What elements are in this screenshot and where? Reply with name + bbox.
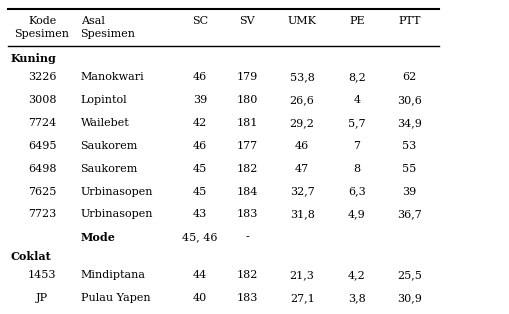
Text: Saukorem: Saukorem <box>80 164 138 174</box>
Text: 30,6: 30,6 <box>396 95 421 105</box>
Text: 46: 46 <box>193 72 207 82</box>
Text: 184: 184 <box>236 187 258 197</box>
Text: Coklat: Coklat <box>10 251 51 262</box>
Text: 4: 4 <box>353 95 360 105</box>
Text: 181: 181 <box>236 118 258 128</box>
Text: 3226: 3226 <box>28 72 56 82</box>
Text: 3,8: 3,8 <box>348 293 365 303</box>
Text: 6495: 6495 <box>28 141 56 151</box>
Text: 3008: 3008 <box>28 95 56 105</box>
Text: 30,9: 30,9 <box>396 293 421 303</box>
Text: 36,7: 36,7 <box>396 209 421 219</box>
Text: 47: 47 <box>295 164 308 174</box>
Text: 44: 44 <box>193 270 207 280</box>
Text: Urbinasopen: Urbinasopen <box>80 209 153 219</box>
Text: 183: 183 <box>236 209 258 219</box>
Text: 6,3: 6,3 <box>348 187 365 197</box>
Text: PTT: PTT <box>397 16 420 26</box>
Text: 7: 7 <box>353 141 360 151</box>
Text: 179: 179 <box>236 72 258 82</box>
Text: 177: 177 <box>236 141 258 151</box>
Text: PE: PE <box>349 16 364 26</box>
Text: 27,1: 27,1 <box>289 293 314 303</box>
Text: Pulau Yapen: Pulau Yapen <box>80 293 150 303</box>
Text: Wailebet: Wailebet <box>80 118 129 128</box>
Text: 4,9: 4,9 <box>348 209 365 219</box>
Text: 45: 45 <box>193 187 207 197</box>
Text: Spesimen: Spesimen <box>15 29 69 39</box>
Text: 53: 53 <box>402 141 415 151</box>
Text: 5,7: 5,7 <box>348 118 365 128</box>
Text: 31,8: 31,8 <box>289 209 314 219</box>
Text: Mindiptana: Mindiptana <box>80 270 145 280</box>
Text: 45: 45 <box>193 164 207 174</box>
Text: 55: 55 <box>402 164 415 174</box>
Text: Kode: Kode <box>28 16 56 26</box>
Text: 7723: 7723 <box>28 209 56 219</box>
Text: 45, 46: 45, 46 <box>182 232 217 242</box>
Text: 183: 183 <box>236 293 258 303</box>
Text: Urbinasopen: Urbinasopen <box>80 187 153 197</box>
Text: 7724: 7724 <box>28 118 56 128</box>
Text: 4,2: 4,2 <box>348 270 365 280</box>
Text: 39: 39 <box>193 95 207 105</box>
Text: 182: 182 <box>236 164 258 174</box>
Text: 25,5: 25,5 <box>396 270 421 280</box>
Text: Kuning: Kuning <box>10 53 56 64</box>
Text: 1453: 1453 <box>28 270 56 280</box>
Text: Mode: Mode <box>80 232 115 243</box>
Text: JP: JP <box>36 293 48 303</box>
Text: SV: SV <box>239 16 254 26</box>
Text: 39: 39 <box>402 187 415 197</box>
Text: Saukorem: Saukorem <box>80 141 138 151</box>
Text: Spesimen: Spesimen <box>80 29 135 39</box>
Text: 29,2: 29,2 <box>289 118 314 128</box>
Text: 180: 180 <box>236 95 258 105</box>
Text: UMK: UMK <box>287 16 316 26</box>
Text: 46: 46 <box>295 141 308 151</box>
Text: -: - <box>245 232 249 242</box>
Text: 62: 62 <box>402 72 415 82</box>
Text: 6498: 6498 <box>28 164 56 174</box>
Text: Lopintol: Lopintol <box>80 95 127 105</box>
Text: 40: 40 <box>193 293 207 303</box>
Text: 53,8: 53,8 <box>289 72 314 82</box>
Text: 182: 182 <box>236 270 258 280</box>
Text: 42: 42 <box>193 118 207 128</box>
Text: 26,6: 26,6 <box>289 95 314 105</box>
Text: 43: 43 <box>193 209 207 219</box>
Text: 32,7: 32,7 <box>289 187 314 197</box>
Text: Asal: Asal <box>80 16 104 26</box>
Text: 21,3: 21,3 <box>289 270 314 280</box>
Text: 34,9: 34,9 <box>396 118 421 128</box>
Text: 46: 46 <box>193 141 207 151</box>
Text: Manokwari: Manokwari <box>80 72 144 82</box>
Text: 7625: 7625 <box>28 187 56 197</box>
Text: 8: 8 <box>353 164 360 174</box>
Text: SC: SC <box>192 16 208 26</box>
Text: 8,2: 8,2 <box>348 72 365 82</box>
